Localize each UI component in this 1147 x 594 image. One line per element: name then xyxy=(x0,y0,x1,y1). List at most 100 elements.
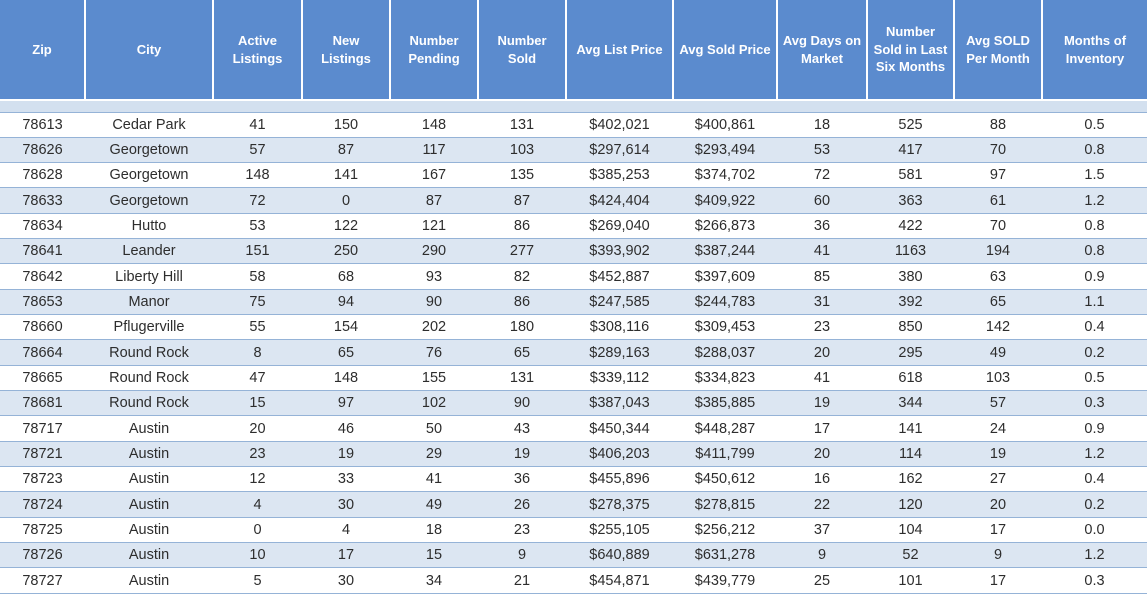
cell-avg-sold-price: $450,612 xyxy=(673,466,777,492)
cell-avg-sold-price: $288,037 xyxy=(673,339,777,366)
cell-number-sold-last-six-months: 101 xyxy=(867,567,954,594)
column-header-avg-days-on-market: Avg Days on Market xyxy=(777,0,868,100)
cell-city: Leander xyxy=(85,238,213,264)
cell-city: Georgetown xyxy=(85,187,213,214)
table-row: 78726 Austin 10 17 15 9 $640,889 $631,278 9 52 9 1.… xyxy=(0,542,1147,568)
cell-months-of-inventory: 0.9 xyxy=(1042,415,1147,442)
cell-number-sold-last-six-months: 392 xyxy=(867,288,954,315)
cell-avg-days-on-market: 37 xyxy=(777,516,867,543)
table-body: 78613 Cedar Park 41 150 148 131 $402,021 $400,8… xyxy=(0,99,1147,594)
cell-number-pending: 18 xyxy=(390,516,478,543)
cell-zip: 78724 xyxy=(0,491,85,518)
cell-city: Austin xyxy=(85,542,213,568)
cell-avg-sold-price: $387,244 xyxy=(673,238,777,264)
cell-avg-sold-per-month: 17 xyxy=(954,567,1042,594)
cell-avg-list-price: $452,887 xyxy=(566,263,673,290)
table-row: 78664 Round Rock 8 65 76 65 $289,163 $288,037 20… xyxy=(0,339,1147,366)
cell-avg-days-on-market: 19 xyxy=(777,390,867,416)
cell-number-pending: 290 xyxy=(390,238,478,264)
cell-avg-list-price: $406,203 xyxy=(566,440,673,467)
cell-avg-sold-per-month: 63 xyxy=(954,263,1042,290)
cell-avg-sold-price: $409,922 xyxy=(673,187,777,214)
table-row: 78665 Round Rock 47 148 155 131 $339,112 $334,8… xyxy=(0,364,1147,391)
cell-months-of-inventory: 0.8 xyxy=(1042,212,1147,239)
cell-number-sold: 87 xyxy=(478,187,566,214)
cell-new-listings: 17 xyxy=(302,542,390,568)
cell-city: Georgetown xyxy=(85,162,213,188)
cell-city: Manor xyxy=(85,288,213,315)
cell-avg-days-on-market: 25 xyxy=(777,567,867,594)
cell-avg-list-price: $450,344 xyxy=(566,415,673,442)
cell-number-pending: 50 xyxy=(390,415,478,442)
cell-avg-list-price: $455,896 xyxy=(566,466,673,492)
cell-number-sold: 9 xyxy=(478,542,566,568)
cell-city: Liberty Hill xyxy=(85,263,213,290)
cell-avg-sold-price: $631,278 xyxy=(673,542,777,568)
cell-avg-list-price: $289,163 xyxy=(566,339,673,366)
cell-avg-list-price: $393,902 xyxy=(566,238,673,264)
cell-avg-list-price: $339,112 xyxy=(566,364,673,391)
cell-active-listings: 47 xyxy=(213,364,302,391)
cell-number-sold: 277 xyxy=(478,238,566,264)
column-header-number-pending: Number Pending xyxy=(390,0,479,100)
cell-active-listings: 41 xyxy=(213,111,302,138)
cell-city: Georgetown xyxy=(85,136,213,163)
cell-avg-sold-per-month: 57 xyxy=(954,390,1042,416)
cell-number-sold: 90 xyxy=(478,390,566,416)
cell-avg-days-on-market: 41 xyxy=(777,238,867,264)
cell-avg-list-price: $402,021 xyxy=(566,111,673,138)
header-spacer-row xyxy=(0,99,1147,112)
cell-number-pending: 148 xyxy=(390,111,478,138)
cell-avg-sold-price: $439,779 xyxy=(673,567,777,594)
column-header-zip: Zip xyxy=(0,0,86,100)
cell-number-sold: 19 xyxy=(478,440,566,467)
cell-number-sold-last-six-months: 422 xyxy=(867,212,954,239)
cell-active-listings: 23 xyxy=(213,440,302,467)
cell-avg-sold-per-month: 65 xyxy=(954,288,1042,315)
cell-number-sold: 135 xyxy=(478,162,566,188)
cell-new-listings: 65 xyxy=(302,339,390,366)
cell-active-listings: 5 xyxy=(213,567,302,594)
cell-zip: 78634 xyxy=(0,212,85,239)
cell-avg-list-price: $297,614 xyxy=(566,136,673,163)
cell-avg-sold-per-month: 88 xyxy=(954,111,1042,138)
cell-active-listings: 4 xyxy=(213,491,302,518)
cell-months-of-inventory: 0.8 xyxy=(1042,238,1147,264)
cell-avg-sold-per-month: 9 xyxy=(954,542,1042,568)
cell-number-pending: 87 xyxy=(390,187,478,214)
cell-active-listings: 8 xyxy=(213,339,302,366)
header-row: Zip City Active Listings New Listings Number… xyxy=(0,0,1147,100)
cell-number-sold-last-six-months: 162 xyxy=(867,466,954,492)
cell-avg-days-on-market: 22 xyxy=(777,491,867,518)
cell-avg-days-on-market: 36 xyxy=(777,212,867,239)
table-header: Zip City Active Listings New Listings Number… xyxy=(0,0,1147,100)
cell-number-sold-last-six-months: 850 xyxy=(867,314,954,340)
table-row: 78641 Leander 151 250 290 277 $393,902 $387,244… xyxy=(0,238,1147,264)
cell-number-sold-last-six-months: 363 xyxy=(867,187,954,214)
cell-new-listings: 97 xyxy=(302,390,390,416)
column-header-months-of-inventory: Months of Inventory xyxy=(1042,0,1147,100)
cell-avg-sold-price: $400,861 xyxy=(673,111,777,138)
table-row: 78613 Cedar Park 41 150 148 131 $402,021 $400,8… xyxy=(0,111,1147,138)
cell-number-sold: 131 xyxy=(478,364,566,391)
cell-city: Cedar Park xyxy=(85,111,213,138)
cell-number-sold-last-six-months: 104 xyxy=(867,516,954,543)
cell-new-listings: 30 xyxy=(302,567,390,594)
cell-zip: 78653 xyxy=(0,288,85,315)
cell-city: Austin xyxy=(85,567,213,594)
cell-city: Pflugerville xyxy=(85,314,213,340)
cell-number-sold: 36 xyxy=(478,466,566,492)
cell-active-listings: 148 xyxy=(213,162,302,188)
cell-avg-sold-price: $448,287 xyxy=(673,415,777,442)
cell-number-sold: 131 xyxy=(478,111,566,138)
cell-avg-days-on-market: 60 xyxy=(777,187,867,214)
cell-active-listings: 72 xyxy=(213,187,302,214)
cell-months-of-inventory: 0.4 xyxy=(1042,466,1147,492)
cell-number-sold: 43 xyxy=(478,415,566,442)
cell-new-listings: 154 xyxy=(302,314,390,340)
cell-avg-list-price: $269,040 xyxy=(566,212,673,239)
column-header-active-listings: Active Listings xyxy=(213,0,303,100)
cell-number-sold-last-six-months: 525 xyxy=(867,111,954,138)
cell-active-listings: 10 xyxy=(213,542,302,568)
cell-number-pending: 15 xyxy=(390,542,478,568)
